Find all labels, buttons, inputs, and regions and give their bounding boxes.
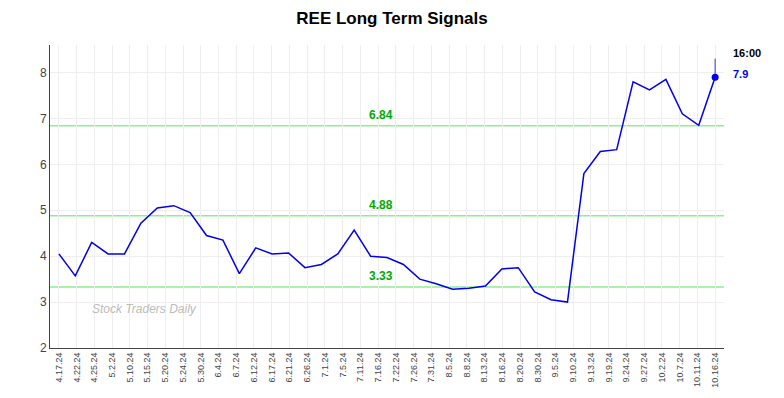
svg-text:7.5.24: 7.5.24 bbox=[338, 353, 348, 378]
svg-text:3.33: 3.33 bbox=[369, 269, 393, 283]
svg-text:8.8.24: 8.8.24 bbox=[462, 353, 472, 378]
svg-text:16:00: 16:00 bbox=[733, 47, 761, 59]
svg-text:9.10.24: 9.10.24 bbox=[568, 353, 578, 383]
svg-text:9.19.24: 9.19.24 bbox=[604, 353, 614, 383]
svg-text:5.30.24: 5.30.24 bbox=[196, 353, 206, 383]
svg-text:Stock Traders Daily: Stock Traders Daily bbox=[92, 302, 197, 316]
svg-text:8.30.24: 8.30.24 bbox=[533, 353, 543, 383]
svg-text:6: 6 bbox=[40, 158, 47, 172]
svg-text:4: 4 bbox=[40, 249, 47, 263]
svg-text:7.31.24: 7.31.24 bbox=[426, 353, 436, 383]
svg-text:5.10.24: 5.10.24 bbox=[125, 353, 135, 383]
svg-text:9.13.24: 9.13.24 bbox=[586, 353, 596, 383]
svg-text:7: 7 bbox=[40, 112, 47, 126]
svg-text:7.9: 7.9 bbox=[733, 68, 748, 80]
svg-text:10.7.24: 10.7.24 bbox=[675, 353, 685, 383]
svg-text:4.22.24: 4.22.24 bbox=[72, 353, 82, 383]
svg-text:3: 3 bbox=[40, 295, 47, 309]
svg-text:8.20.24: 8.20.24 bbox=[515, 353, 525, 383]
svg-text:5: 5 bbox=[40, 203, 47, 217]
svg-text:7.26.24: 7.26.24 bbox=[409, 353, 419, 383]
svg-text:4.25.24: 4.25.24 bbox=[89, 353, 99, 383]
svg-text:6.26.24: 6.26.24 bbox=[302, 353, 312, 383]
svg-text:7.11.24: 7.11.24 bbox=[355, 353, 365, 382]
svg-text:8.5.24: 8.5.24 bbox=[444, 353, 454, 378]
svg-text:9.24.24: 9.24.24 bbox=[621, 353, 631, 383]
svg-text:5.20.24: 5.20.24 bbox=[160, 353, 170, 383]
svg-text:6.17.24: 6.17.24 bbox=[267, 353, 277, 383]
svg-text:10.11.24: 10.11.24 bbox=[692, 353, 702, 387]
svg-text:4.17.24: 4.17.24 bbox=[54, 353, 64, 383]
svg-text:7.22.24: 7.22.24 bbox=[391, 353, 401, 383]
svg-text:5.15.24: 5.15.24 bbox=[142, 353, 152, 383]
svg-text:6.84: 6.84 bbox=[369, 108, 393, 122]
svg-text:9.27.24: 9.27.24 bbox=[639, 353, 649, 383]
svg-text:8.16.24: 8.16.24 bbox=[497, 353, 507, 383]
svg-text:5.2.24: 5.2.24 bbox=[107, 353, 117, 378]
svg-text:2: 2 bbox=[40, 341, 47, 355]
svg-text:7.1.24: 7.1.24 bbox=[320, 353, 330, 378]
svg-text:7.16.24: 7.16.24 bbox=[373, 353, 383, 383]
svg-text:9.5.24: 9.5.24 bbox=[550, 353, 560, 378]
svg-text:6.4.24: 6.4.24 bbox=[213, 353, 223, 378]
svg-text:8: 8 bbox=[40, 66, 47, 80]
svg-text:10.16.24: 10.16.24 bbox=[710, 353, 720, 388]
svg-text:10.2.24: 10.2.24 bbox=[657, 353, 667, 383]
svg-text:8.13.24: 8.13.24 bbox=[479, 353, 489, 383]
svg-text:REE Long Term Signals: REE Long Term Signals bbox=[296, 9, 487, 28]
svg-text:6.12.24: 6.12.24 bbox=[249, 353, 259, 383]
svg-text:6.7.24: 6.7.24 bbox=[231, 353, 241, 378]
svg-text:6.21.24: 6.21.24 bbox=[284, 353, 294, 383]
svg-text:5.24.24: 5.24.24 bbox=[178, 353, 188, 383]
svg-text:4.88: 4.88 bbox=[369, 198, 393, 212]
